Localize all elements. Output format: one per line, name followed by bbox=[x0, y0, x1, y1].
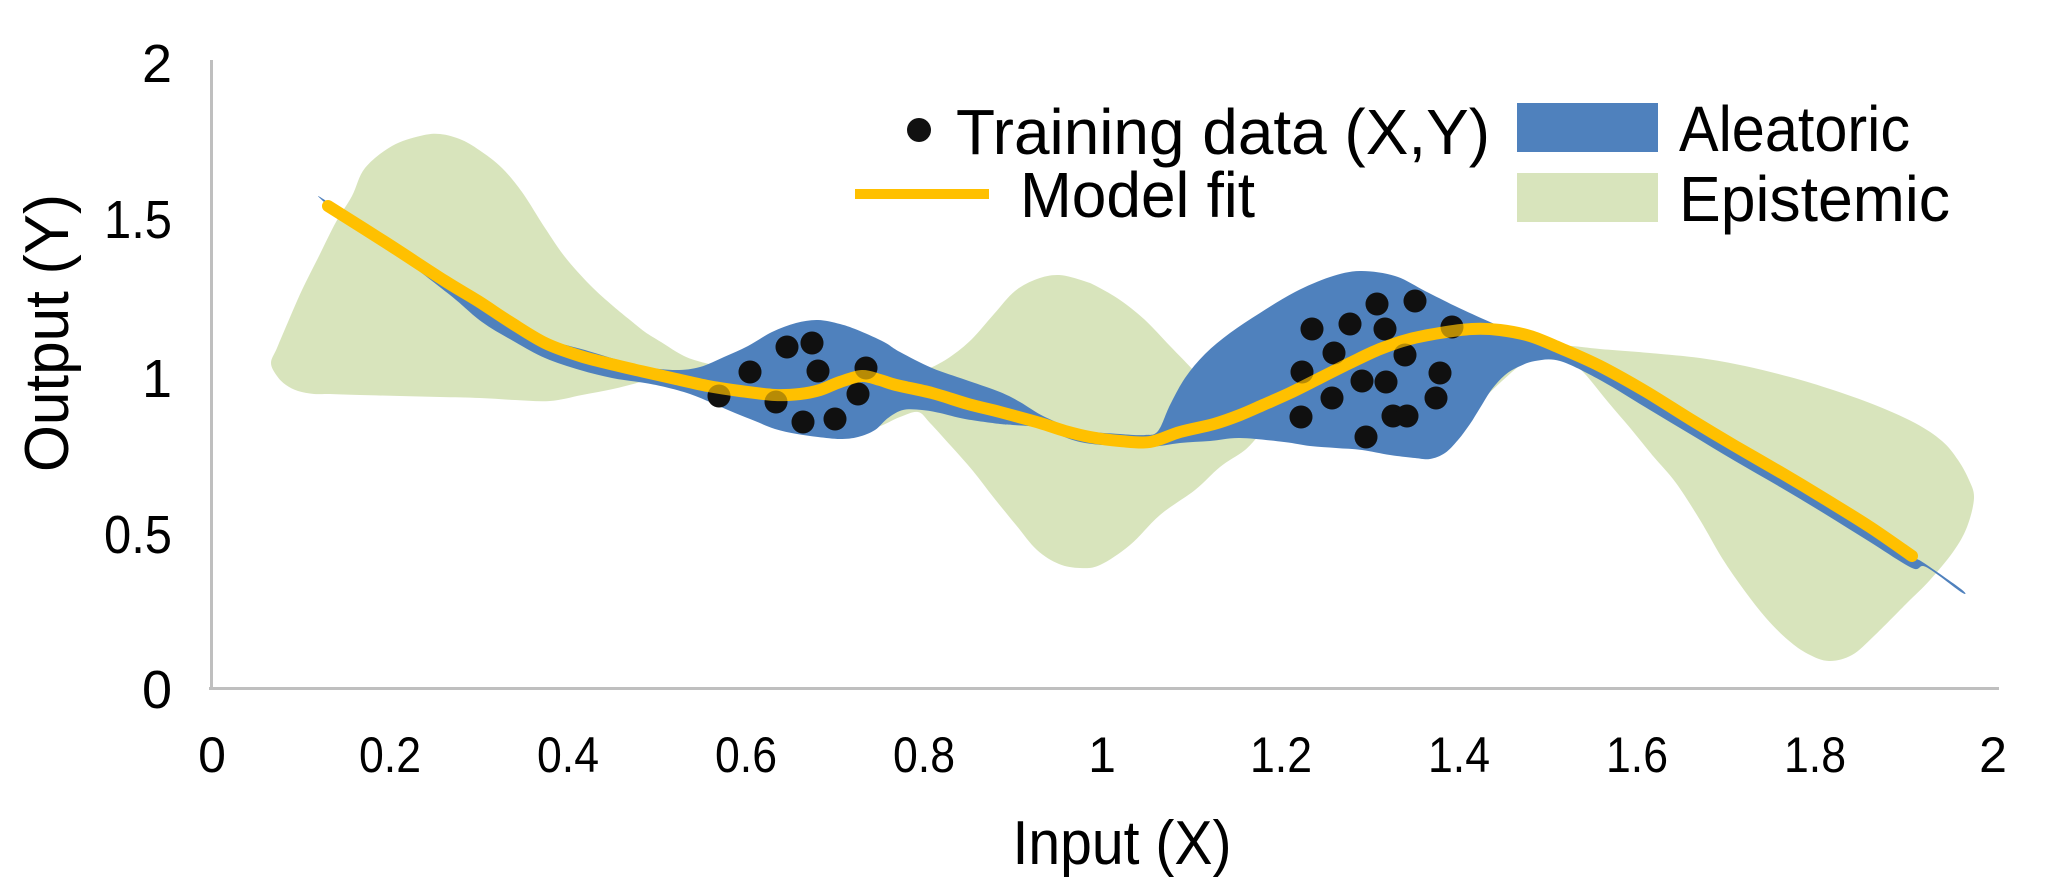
svg-text:Input (X): Input (X) bbox=[1013, 809, 1232, 878]
svg-text:1.5: 1.5 bbox=[104, 190, 172, 250]
svg-text:1.2: 1.2 bbox=[1250, 727, 1312, 783]
svg-text:0.8: 0.8 bbox=[893, 727, 955, 783]
svg-text:Output (Y): Output (Y) bbox=[13, 194, 82, 472]
svg-text:0: 0 bbox=[198, 727, 226, 783]
svg-text:Aleatoric: Aleatoric bbox=[1679, 93, 1910, 165]
svg-text:0.2: 0.2 bbox=[359, 727, 421, 783]
svg-text:0.5: 0.5 bbox=[104, 505, 172, 565]
svg-text:1: 1 bbox=[142, 349, 172, 409]
svg-text:1.4: 1.4 bbox=[1428, 727, 1490, 783]
svg-text:0.4: 0.4 bbox=[537, 727, 599, 783]
svg-text:Epistemic: Epistemic bbox=[1679, 163, 1950, 235]
svg-text:0: 0 bbox=[142, 660, 172, 720]
svg-text:2: 2 bbox=[142, 34, 172, 94]
svg-text:Training data (X,Y): Training data (X,Y) bbox=[956, 96, 1490, 168]
svg-text:2: 2 bbox=[1979, 727, 2007, 783]
svg-text:0.6: 0.6 bbox=[715, 727, 777, 783]
svg-text:1.8: 1.8 bbox=[1784, 727, 1846, 783]
svg-text:1: 1 bbox=[1088, 727, 1116, 783]
svg-text:1.6: 1.6 bbox=[1606, 727, 1668, 783]
svg-text:Model fit: Model fit bbox=[1020, 159, 1255, 231]
